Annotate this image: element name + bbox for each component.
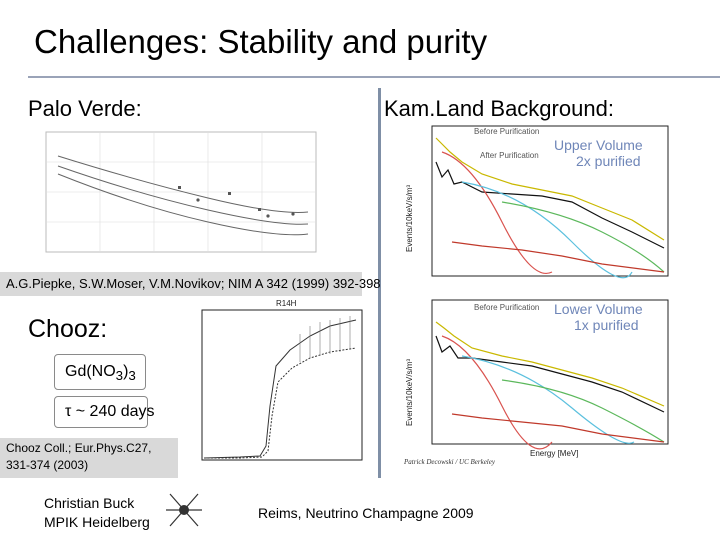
formula-main: Gd(NO: [65, 363, 116, 380]
author-name: Christian Buck: [44, 495, 135, 511]
palo-verde-attenuation-plot: [28, 126, 328, 276]
author-block: Christian Buck MPIK Heidelberg: [44, 494, 150, 532]
formula-subscript: 3: [115, 368, 124, 384]
lower-volume-subtitle: 1x purified: [574, 317, 639, 333]
formula-subscript-2: 3: [128, 368, 136, 384]
lifetime-box: τ ~ 240 days: [54, 396, 155, 428]
title-underline: [28, 76, 720, 78]
upper-volume-title: Upper Volume: [554, 137, 643, 153]
formula-close: ): [123, 363, 129, 380]
author-institute: MPIK Heidelberg: [44, 514, 150, 530]
institute-logo: [166, 493, 202, 527]
kamland-label: Kam.Land Background:: [384, 96, 614, 121]
upper-ylabel: Events/10keV/s/m³: [405, 185, 414, 252]
chooz-citation: Chooz Coll.; Eur.Phys.C27, 331-374 (2003…: [0, 438, 178, 478]
lower-before-label: Before Purification: [474, 303, 539, 312]
vertical-divider: [378, 88, 381, 478]
kamland-credit: Patrick Decowski / UC Berkeley: [403, 458, 496, 466]
lower-ylabel: Events/10keV/s/m³: [405, 359, 414, 426]
slide-title: Challenges: Stability and purity: [34, 23, 488, 60]
upper-after-label: After Purification: [480, 151, 539, 160]
chooz-plot-title: R14H: [276, 299, 297, 308]
event-footer: Reims, Neutrino Champagne 2009: [258, 505, 474, 521]
lifetime-text: τ ~ 240 days: [65, 403, 155, 420]
kamland-upper-volume-plot: Events/10keV/s/m³ Before Purification Af…: [402, 122, 672, 290]
gadolinium-compound-box: Gd(NO3)3: [54, 354, 146, 390]
lower-volume-title: Lower Volume: [554, 301, 643, 317]
lower-xlabel: Energy [MeV]: [530, 449, 578, 458]
gadolinium-formula: Gd(NO3)3: [65, 363, 136, 385]
palo-verde-citation: A.G.Piepke, S.W.Moser, V.M.Novikov; NIM …: [0, 272, 381, 296]
upper-before-label: Before Purification: [474, 127, 539, 136]
palo-verde-label: Palo Verde:: [28, 96, 142, 121]
chooz-attenuation-plot: R14H: [180, 296, 370, 476]
chooz-label: Chooz:: [28, 315, 108, 343]
upper-volume-subtitle: 2x purified: [576, 153, 641, 169]
kamland-lower-volume-plot: Events/10keV/s/m³ Before Purification Lo…: [402, 296, 672, 466]
